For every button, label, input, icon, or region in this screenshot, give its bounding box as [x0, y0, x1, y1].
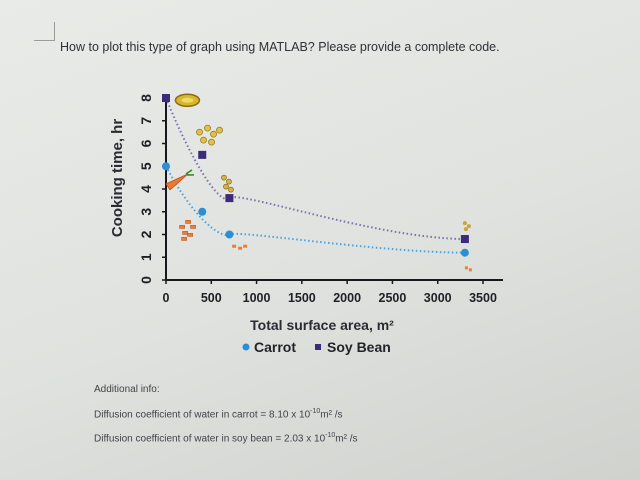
legend: Carrot Soy Bean	[242, 339, 391, 355]
slice	[243, 244, 248, 248]
trendline-carrot	[165, 165, 465, 254]
corner-marker	[34, 22, 55, 41]
bean	[200, 136, 207, 144]
info-heading: Additional info:	[94, 384, 160, 395]
food-illustrations	[165, 93, 472, 272]
bean	[221, 174, 227, 181]
slice	[232, 244, 237, 248]
y-tick-label: 2	[138, 230, 154, 238]
x-tick-label: 1500	[288, 291, 316, 305]
bean	[226, 178, 232, 185]
y-tick-label: 7	[138, 117, 154, 125]
y-tick-label: 4	[138, 185, 154, 193]
bean	[466, 224, 471, 229]
info-carrot-text: Diffusion coefficient of water in carrot…	[94, 409, 311, 421]
x-tick-label: 2500	[379, 291, 407, 305]
bean	[196, 128, 203, 136]
y-tick-label: 1	[138, 253, 154, 261]
y-tick-label: 8	[138, 94, 154, 102]
x-tick-label: 0	[163, 291, 170, 305]
legend-carrot-label: Carrot	[254, 339, 296, 355]
bean	[208, 138, 215, 146]
carrot-slices-small-illustration	[232, 244, 248, 250]
x-tick-label: 2000	[333, 291, 361, 305]
info-soy: Diffusion coefficient of water in soy be…	[94, 432, 574, 444]
carrot-body	[165, 173, 189, 191]
info-soy-unit: m² /s	[335, 433, 358, 445]
pod-inner	[181, 97, 194, 103]
carrot-slices-illustration	[179, 220, 196, 241]
axes: 0 500 1000 1500 2000 2500 3000 3500 0 1 2 3 4 5 6 7 8	[138, 94, 503, 305]
slice	[468, 268, 472, 272]
carrot-point	[460, 248, 469, 257]
y-axis-label: Cooking time, hr	[109, 119, 126, 238]
bean	[463, 227, 468, 232]
soybean-point	[460, 235, 469, 244]
soybean-point	[225, 194, 234, 203]
slice	[464, 266, 468, 270]
legend-soy-marker	[315, 344, 321, 350]
bean	[210, 130, 217, 138]
bean	[204, 124, 211, 132]
info-soy-exponent: -10	[325, 432, 336, 439]
y-tick-label: 3	[138, 208, 154, 216]
bean	[462, 221, 467, 226]
carrot-tiny-illustration	[464, 266, 472, 272]
x-tick-label: 3500	[469, 291, 497, 305]
soybean-cluster-illustration	[196, 124, 223, 146]
question-text: How to plot this type of graph using MAT…	[60, 40, 500, 54]
scatter-chart: Cooking time, hr Total surface area, m² …	[109, 93, 503, 355]
data-points	[162, 94, 469, 257]
trendlines	[165, 97, 465, 254]
bean	[223, 183, 229, 190]
carrot-illustration	[165, 169, 194, 191]
chart-container: Cooking time, hr Total surface area, m² …	[96, 80, 536, 370]
carrot-point	[225, 230, 234, 239]
legend-carrot-marker	[242, 343, 250, 351]
info-carrot-unit: m² /s	[320, 409, 343, 421]
info-carrot-exponent: -10	[310, 408, 321, 415]
x-tick-label: 1000	[243, 291, 271, 305]
y-tick-label: 6	[138, 139, 154, 147]
soybean-pod-illustration	[174, 93, 201, 108]
carrot-leaves	[185, 169, 194, 176]
x-tick-label: 500	[201, 291, 222, 305]
slice	[190, 225, 196, 229]
soybean-point	[162, 94, 170, 102]
soybean-point	[198, 150, 207, 159]
slice	[185, 220, 191, 224]
y-tick-label: 0	[138, 276, 154, 284]
slice	[182, 231, 188, 235]
bean	[216, 126, 223, 134]
x-tick-label: 3000	[424, 291, 452, 305]
x-axis-label: Total surface area, m²	[250, 317, 394, 333]
bean	[228, 186, 234, 193]
soybean-small-illustration	[221, 174, 234, 193]
info-carrot: Diffusion coefficient of water in carrot…	[94, 408, 574, 420]
legend-soy-label: Soy Bean	[327, 339, 391, 355]
info-soy-text: Diffusion coefficient of water in soy be…	[94, 433, 326, 445]
soybean-tiny-illustration	[462, 221, 471, 232]
slice	[181, 237, 187, 241]
carrot-point	[162, 162, 170, 171]
slice	[179, 225, 185, 229]
trendline-soy	[165, 97, 465, 241]
slice	[238, 246, 243, 250]
y-tick-label: 5	[138, 162, 154, 170]
slice	[187, 233, 193, 237]
carrot-point	[198, 207, 207, 216]
